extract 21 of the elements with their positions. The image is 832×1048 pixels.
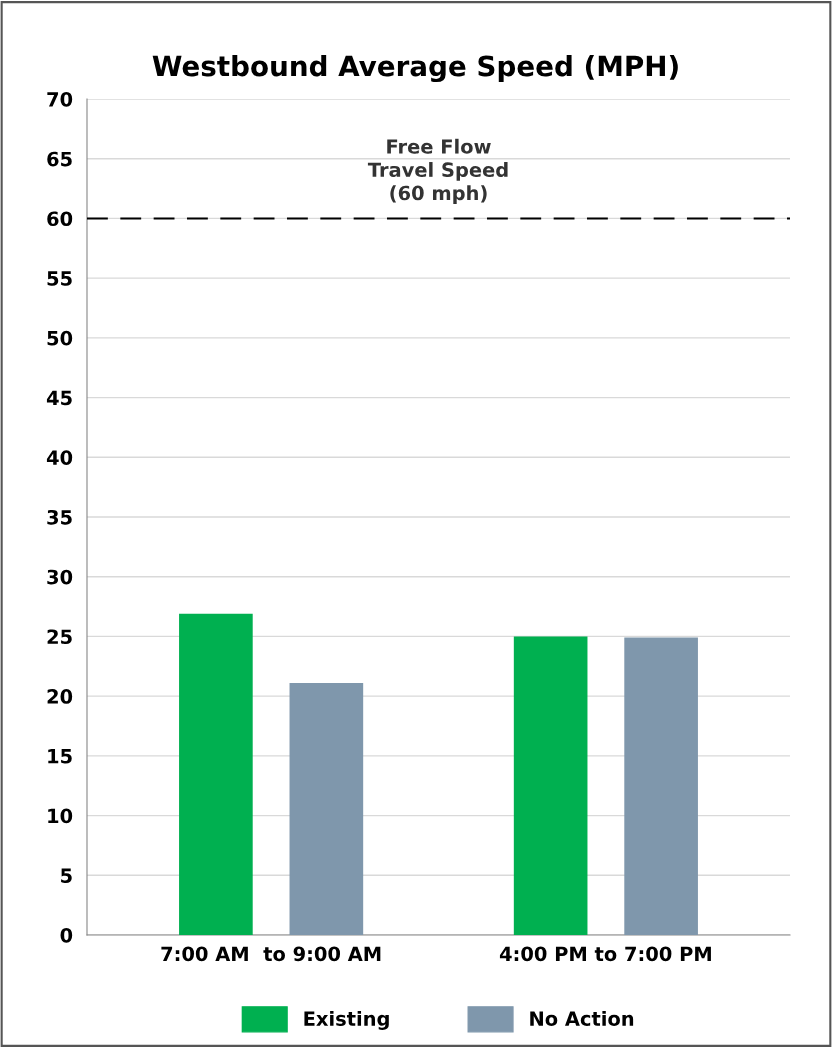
x-tick-label: 7:00 AM to 9:00 AM [161, 946, 381, 962]
y-tick-label: 10 [48, 808, 73, 824]
y-tick-label: 30 [47, 569, 73, 585]
y-tick-label: 35 [47, 509, 72, 525]
legend-label: No Action [530, 1010, 634, 1026]
y-tick-label: 50 [47, 330, 73, 346]
ref-line-label: Free Flow Travel Speed (60 mph) [367, 138, 508, 205]
y-tick-label: 65 [47, 151, 72, 167]
y-tick-label: 15 [48, 749, 72, 764]
y-tick-label: 5 [61, 868, 72, 883]
y-tick-label: 60 [47, 211, 73, 227]
y-tick-label: 55 [47, 271, 72, 286]
y-tick-label: 20 [47, 689, 73, 704]
legend-label: Existing [304, 1010, 389, 1030]
y-tick-label: 70 [47, 91, 73, 107]
y-tick-label: 0 [60, 927, 73, 943]
y-tick-label: 45 [46, 390, 72, 406]
y-tick-label: 40 [46, 450, 73, 465]
y-tick-label: 25 [47, 629, 72, 645]
chart-title: Westbound Average Speed (MPH) [152, 55, 678, 83]
x-tick-label: 4:00 PM to 7:00 PM [499, 946, 711, 962]
